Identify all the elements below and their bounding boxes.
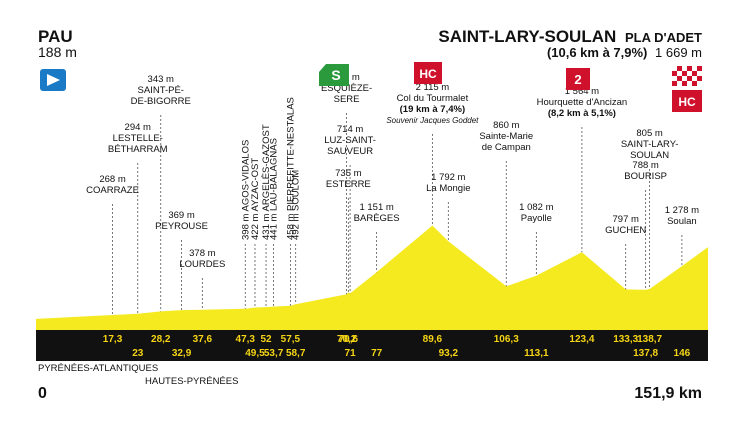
waypoint-label: 1 151 m BARÈGES bbox=[354, 202, 400, 224]
waypoint-label: 369 m PEYROUSE bbox=[155, 210, 208, 232]
waypoint-label: 398 m AGOS-VIDALOS bbox=[240, 140, 251, 240]
waypoint-label: 1 082 m Payolle bbox=[519, 202, 553, 224]
km-marker-bottom: 137,8 bbox=[633, 348, 658, 359]
finish-climb: (10,6 km à 7,9%) bbox=[547, 45, 647, 60]
leader-lines bbox=[112, 113, 683, 316]
start-city: PAU bbox=[38, 27, 73, 46]
svg-text:HC: HC bbox=[419, 67, 437, 81]
km-marker-top: 133,3 bbox=[613, 334, 638, 345]
finish-city: SAINT-LARY-SOULAN bbox=[438, 27, 616, 46]
distance-end: 151,9 km bbox=[634, 385, 702, 402]
km-marker-bottom: 32,9 bbox=[172, 348, 192, 359]
svg-text:SAINT-LARY-SOULAN PLA D'AD: SAINT-LARY-SOULAN PLA D'ADET bbox=[438, 27, 702, 46]
km-marker-top: 70,2 bbox=[337, 334, 357, 345]
waypoint-label: 422 m AYZAC-OST bbox=[250, 158, 261, 240]
km-marker-top: 123,4 bbox=[569, 334, 594, 345]
elevation-profile-area bbox=[36, 225, 708, 330]
waypoint-label: 343 m SAINT-PÉ-DE-BIGORRE bbox=[131, 74, 191, 107]
start-altitude: 188 m bbox=[38, 44, 77, 60]
waypoint-label: 492 m SOULOM bbox=[291, 170, 302, 240]
finish-altitude: 1 669 m bbox=[655, 45, 702, 60]
waypoint-label: 431 m ARGELÈS-GAZOST bbox=[261, 124, 272, 240]
waypoint-label: 378 m LOURDES bbox=[179, 248, 225, 270]
waypoint-label: 788 m BOURISP bbox=[624, 160, 667, 182]
sprint-green-badge: S bbox=[319, 64, 349, 86]
km-marker-top: 138,7 bbox=[637, 334, 662, 345]
km-marker-bottom: 77 bbox=[371, 348, 383, 359]
km-marker-top: 52 bbox=[260, 334, 272, 345]
waypoint-label: 294 m LESTELLE-BÉTHARRAM bbox=[108, 122, 168, 155]
climb-hc-badge: HC bbox=[414, 62, 442, 84]
department-2: HAUTES-PYRÉNÉES bbox=[145, 376, 238, 387]
svg-text:S: S bbox=[331, 67, 340, 83]
department-1: PYRÉNÉES-ATLANTIQUES bbox=[38, 363, 158, 374]
km-band bbox=[36, 330, 708, 361]
km-marker-bottom: 58,7 bbox=[286, 348, 306, 359]
km-marker-bottom: 53,7 bbox=[264, 348, 284, 359]
km-marker-bottom: 49,5 bbox=[245, 348, 265, 359]
waypoint-label: 735 m ESTERRE bbox=[326, 168, 371, 190]
waypoint-label: 1 564 m Hourquette d'Ancizan (8,2 km à 5,1… bbox=[537, 86, 628, 119]
finish-suffix: PLA D'ADET bbox=[625, 30, 702, 45]
finish-checkered-hc-badge: HC bbox=[672, 66, 702, 112]
km-marker-top: 47,3 bbox=[236, 334, 256, 345]
km-bottom-row: 23 32,9 49,5 53,7 58,7 71 77 93,2 113,1 137,8 146 bbox=[132, 348, 690, 359]
km-marker-bottom: 113,1 bbox=[524, 348, 549, 359]
waypoint-labels: 268 m COARRAZE 294 m LESTELLE-BÉTHARRAM 343 … bbox=[86, 72, 699, 270]
waypoint-label: 1 278 m Soulan bbox=[665, 205, 699, 227]
waypoint-label: 860 m Sainte-Marie de Campan bbox=[479, 120, 533, 153]
km-marker-top: 28,2 bbox=[151, 334, 171, 345]
waypoint-label: 2 115 m Col du Tourmalet (19 km à 7,4%) Sou… bbox=[386, 82, 479, 125]
km-marker-top: 106,3 bbox=[494, 334, 519, 345]
svg-text:HC: HC bbox=[678, 95, 696, 109]
climb-cat2-badge: 2 bbox=[566, 68, 590, 90]
waypoint-label: 805 m SAINT-LARY-SOULAN bbox=[621, 128, 679, 161]
km-marker-top: 17,3 bbox=[103, 334, 123, 345]
km-marker-bottom: 93,2 bbox=[439, 348, 459, 359]
km-marker-top: 89,6 bbox=[423, 334, 443, 345]
start-flag-icon bbox=[40, 69, 66, 91]
waypoint-label: 441 m LAU-BALAGNAS bbox=[269, 138, 280, 240]
waypoint-label: 268 m COARRAZE bbox=[86, 174, 139, 196]
km-marker-top: 37,6 bbox=[193, 334, 213, 345]
km-marker-top: 70,6 bbox=[339, 334, 359, 345]
km-marker-bottom: 71 bbox=[345, 348, 357, 359]
km-marker-bottom: 146 bbox=[674, 348, 691, 359]
svg-text:2: 2 bbox=[574, 72, 581, 87]
km-marker-top: 57,5 bbox=[281, 334, 301, 345]
waypoint-label: 1 792 m La Mongie bbox=[426, 172, 470, 194]
waypoint-label: 458 m PIERREFITTE-NESTALAS bbox=[285, 97, 296, 240]
km-top-row: 17,3 28,2 37,6 47,3 52 57,5 70,270,6 89,6 106,3 1… bbox=[103, 334, 663, 345]
waypoint-label: 797 m GUCHEN bbox=[605, 214, 646, 236]
km-marker-bottom: 23 bbox=[132, 348, 144, 359]
waypoint-label: 714 m LUZ-SAINT-SAUVEUR bbox=[324, 124, 376, 157]
distance-start: 0 bbox=[38, 385, 47, 402]
svg-text:(10,6 km à 7,9%) 1 669 m: (10,6 km à 7,9%) 1 669 m bbox=[547, 45, 702, 60]
